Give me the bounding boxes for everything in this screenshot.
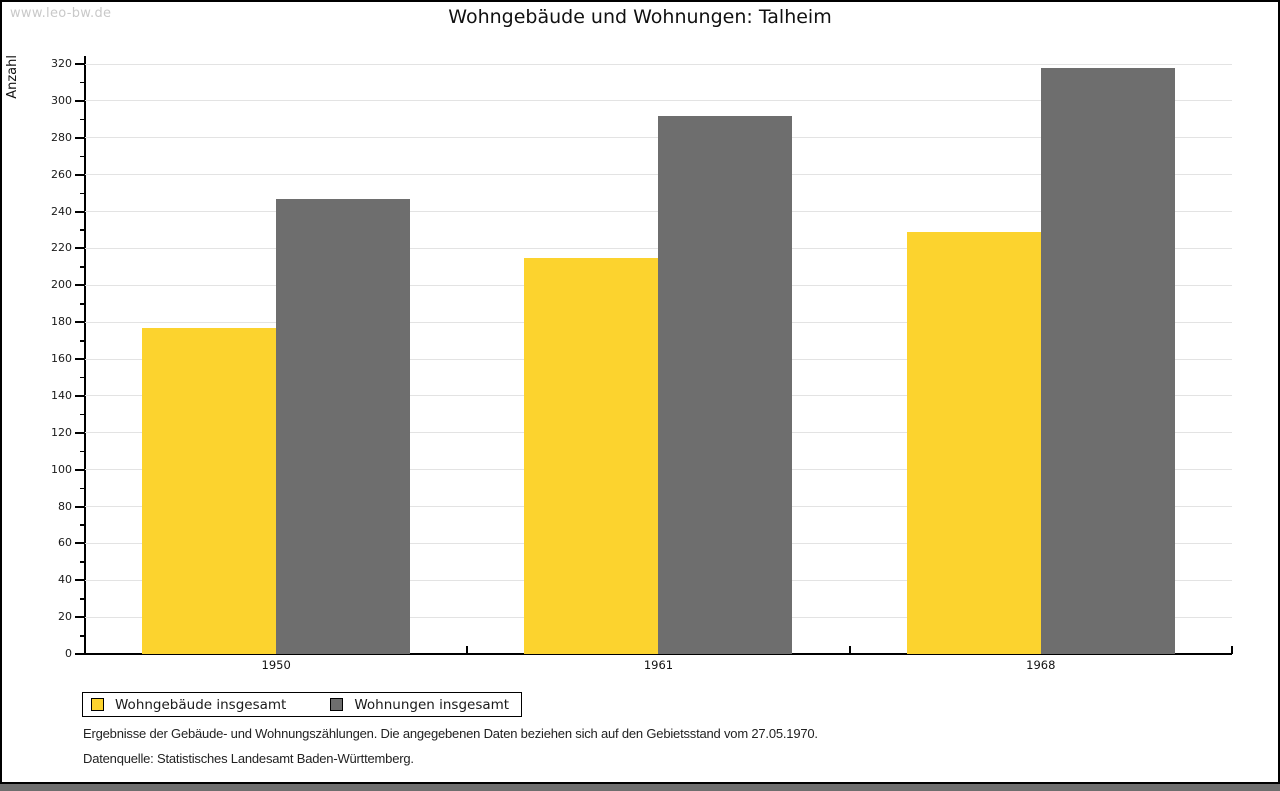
y-tick-label: 280 bbox=[51, 130, 72, 144]
legend-swatch-yellow-icon bbox=[91, 698, 104, 711]
y-minor-tick bbox=[80, 524, 84, 526]
y-tick-label: 20 bbox=[58, 610, 72, 624]
y-minor-tick bbox=[80, 118, 84, 121]
y-major-tick bbox=[75, 99, 84, 102]
x-tick-label: 1968 bbox=[1026, 658, 1056, 672]
chart-title: Wohngebäude und Wohnungen: Talheim bbox=[448, 6, 832, 28]
y-major-tick bbox=[75, 358, 84, 360]
y-tick-label: 180 bbox=[51, 315, 72, 329]
bar-wohnungen bbox=[276, 198, 411, 654]
y-tick-label: 120 bbox=[51, 425, 72, 439]
y-minor-tick bbox=[80, 192, 84, 195]
y-tick-label: 80 bbox=[58, 499, 72, 513]
y-tick-label: 200 bbox=[51, 278, 72, 292]
y-tick-label: 260 bbox=[51, 167, 72, 181]
y-major-tick bbox=[75, 653, 84, 655]
gridline bbox=[85, 100, 1232, 102]
y-axis-title: Anzahl bbox=[5, 55, 20, 99]
x-tick-label: 1961 bbox=[643, 658, 674, 672]
y-tick-label: 160 bbox=[51, 352, 72, 365]
x-boundary-tick bbox=[1231, 646, 1233, 654]
y-major-tick bbox=[75, 247, 84, 250]
y-minor-tick bbox=[80, 229, 84, 231]
y-major-tick bbox=[75, 63, 84, 65]
y-major-tick bbox=[75, 173, 84, 176]
legend-label: Wohngebäude insgesamt bbox=[115, 696, 287, 713]
legend-swatch-gray-icon bbox=[330, 698, 344, 711]
bar-wohnungen bbox=[658, 115, 793, 654]
y-minor-tick bbox=[80, 340, 84, 342]
footnote-source-note: Ergebnisse der Gebäude- und Wohnungszähl… bbox=[83, 726, 818, 741]
x-boundary-tick bbox=[84, 646, 86, 654]
legend-label: Wohnungen insgesamt bbox=[354, 696, 510, 713]
y-major-tick bbox=[75, 468, 84, 471]
legend-item-wohnungen: Wohnungen insgesamt bbox=[330, 697, 509, 713]
plot-area: 1950 1961 1968 bbox=[84, 63, 1233, 672]
y-major-tick bbox=[75, 210, 84, 213]
y-major-tick bbox=[75, 394, 84, 397]
gridline bbox=[85, 63, 1232, 65]
x-boundary-tick bbox=[848, 646, 851, 654]
y-minor-tick bbox=[80, 376, 84, 379]
y-major-tick bbox=[75, 136, 84, 139]
y-tick-label: 60 bbox=[58, 536, 72, 550]
y-minor-tick bbox=[80, 266, 84, 268]
y-major-tick bbox=[75, 542, 84, 545]
bar-wohngebaeude bbox=[142, 327, 277, 654]
y-tick-labels: 0 20 40 60 80 100 120 140 160 180 200 220 240 260 280 3… bbox=[32, 57, 72, 660]
y-minor-tick bbox=[80, 413, 84, 416]
bar-group: 1950 bbox=[85, 64, 467, 672]
window-bottom-strip bbox=[0, 784, 1280, 791]
y-minor-tick bbox=[80, 487, 84, 490]
watermark: www.leo-bw.de bbox=[10, 6, 112, 21]
y-tick-label: 100 bbox=[51, 462, 72, 476]
bar-wohngebaeude bbox=[524, 257, 659, 654]
legend-item-wohngebaeude: Wohngebäude insgesamt bbox=[91, 697, 286, 713]
y-major-tick bbox=[75, 505, 84, 508]
y-minor-tick bbox=[80, 303, 84, 305]
y-tick-label: 220 bbox=[51, 241, 72, 255]
footnote-data-source: Datenquelle: Statistisches Landesamt Bad… bbox=[83, 751, 414, 766]
y-tick-label: 0 bbox=[65, 647, 72, 660]
y-minor-tick bbox=[80, 450, 84, 453]
x-tick-label: 1950 bbox=[261, 658, 291, 672]
y-minor-tick bbox=[80, 635, 84, 637]
legend: Wohngebäude insgesamt Wohnungen insgesam… bbox=[82, 692, 523, 717]
y-axis-line bbox=[84, 56, 86, 655]
y-major-tick bbox=[75, 579, 84, 582]
y-major-tick bbox=[75, 321, 84, 324]
bar-wohngebaeude bbox=[906, 231, 1041, 654]
y-major-tick bbox=[75, 431, 84, 434]
y-minor-tick bbox=[80, 598, 84, 600]
y-minor-tick bbox=[80, 81, 84, 84]
y-tick-label: 140 bbox=[51, 388, 72, 402]
y-tick-label: 240 bbox=[51, 204, 72, 218]
x-axis-line bbox=[85, 653, 1232, 655]
y-major-tick bbox=[75, 616, 84, 619]
y-minor-tick bbox=[80, 155, 84, 158]
bar-group: 1968 bbox=[850, 64, 1232, 672]
bar-group: 1961 bbox=[467, 64, 849, 672]
y-major-tick bbox=[75, 284, 84, 287]
x-boundary-tick bbox=[466, 646, 469, 654]
y-tick-label: 40 bbox=[58, 573, 72, 587]
y-tick-label: 320 bbox=[51, 57, 72, 70]
y-tick-label: 300 bbox=[51, 93, 72, 107]
bar-wohnungen bbox=[1040, 67, 1175, 654]
y-minor-tick bbox=[80, 561, 84, 563]
